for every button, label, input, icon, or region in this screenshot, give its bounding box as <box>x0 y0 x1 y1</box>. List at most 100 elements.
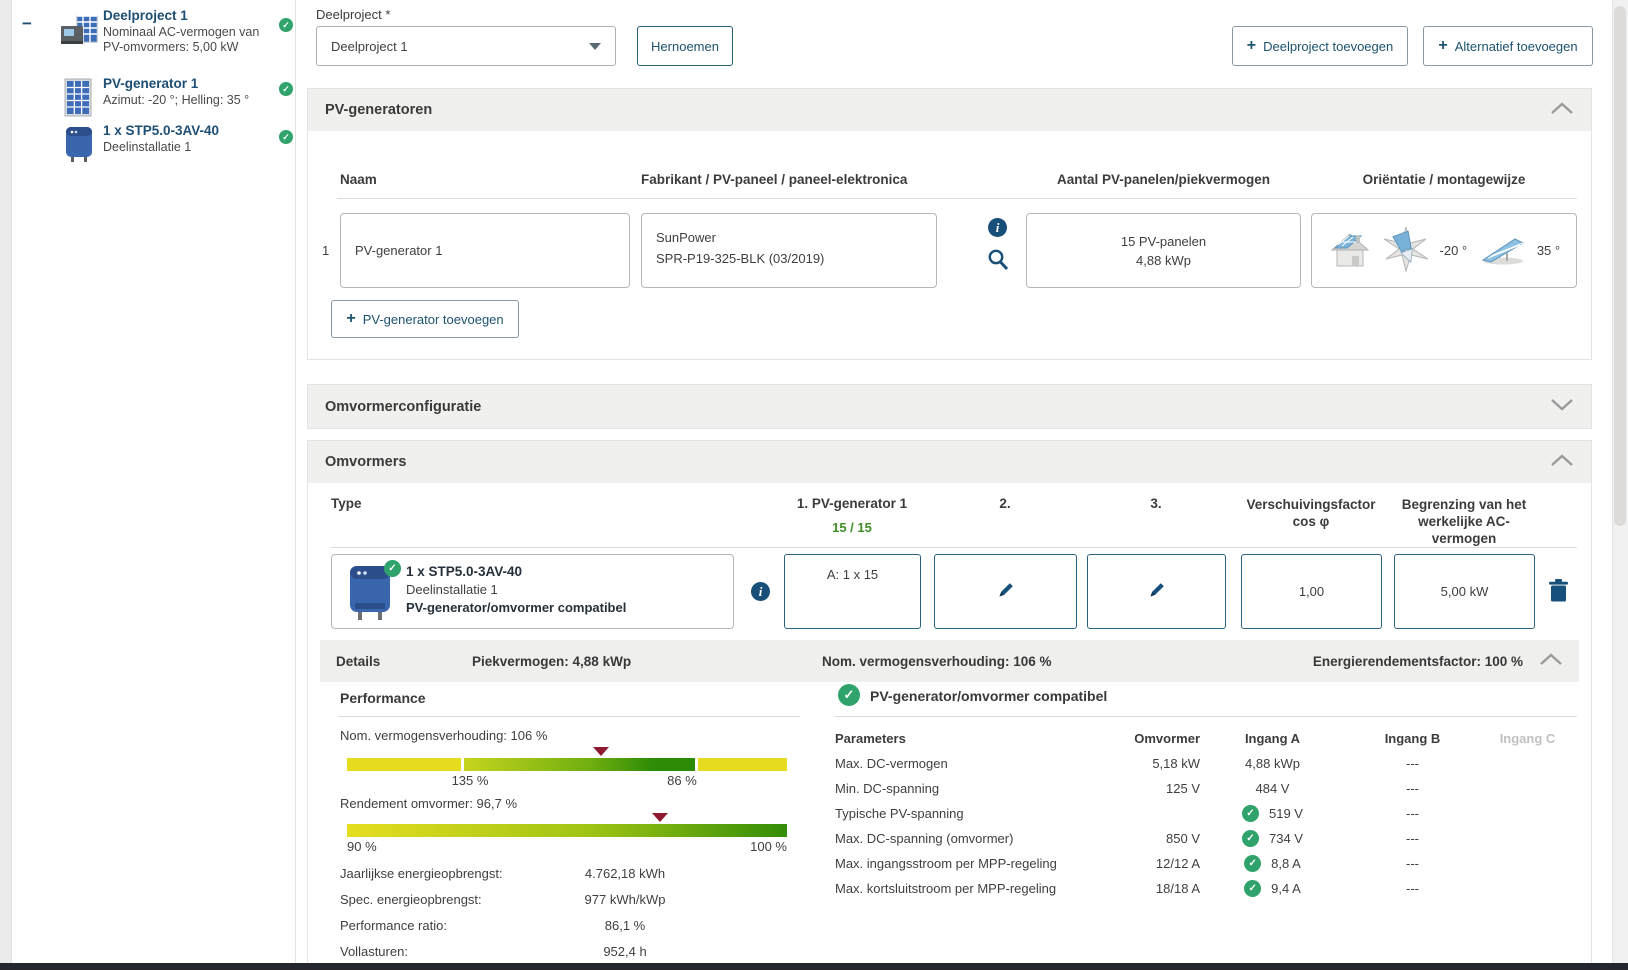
peak-power: 4,88 kWp <box>1136 252 1191 268</box>
trash-icon[interactable] <box>1548 578 1569 606</box>
sidebar-item-inverter[interactable]: 1 x STP5.0-3AV-40 Deelinstallatie 1 ✓ <box>49 123 293 162</box>
header-divider <box>337 198 1577 199</box>
inverter-type-card[interactable]: ✓ 1 x STP5.0-3AV-40 Deelinstallatie 1 PV… <box>331 554 734 629</box>
ac-limit-value: 5,00 kW <box>1440 584 1489 599</box>
tree-item-title: PV-generator 1 <box>103 76 199 91</box>
column-header-generator1: 1. PV-generator 1 <box>796 496 908 511</box>
pv-generators-section-header[interactable]: PV-generatoren <box>308 89 1591 131</box>
chevron-down-icon[interactable] <box>1550 398 1574 415</box>
performance-title: Performance <box>340 690 426 706</box>
stat-row: Vollasturen: 952,4 h <box>340 944 647 970</box>
cos-phi-box[interactable]: 1,00 <box>1241 554 1382 629</box>
pv-generator-name-input[interactable] <box>340 213 630 288</box>
stat-label: Performance ratio: <box>340 918 447 933</box>
bar-tick: 90 % <box>347 839 377 854</box>
generator2-edit-box[interactable] <box>934 554 1077 629</box>
ac-limit-box[interactable]: 5,00 kW <box>1394 554 1535 629</box>
details-label: Details <box>336 653 381 669</box>
bar-tick: 86 % <box>667 773 697 788</box>
sidebar-item-deelproject[interactable]: Deelproject 1 Nominaal AC-vermogen van P… <box>49 8 293 57</box>
tree-item-subtitle: Nominaal AC-vermogen van PV-omvormers: 5… <box>103 25 260 54</box>
column-header-type: Type <box>331 496 362 511</box>
sidebar-item-pv-generator[interactable]: PV-generator 1 Azimut: -20 °; Helling: 3… <box>49 76 293 117</box>
project-tree-sidebar: − Deelproject 1 Nominaal AC-vermogen van… <box>13 0 296 963</box>
panel-count-box[interactable]: 15 PV-panelen 4,88 kWp <box>1026 213 1301 288</box>
chevron-up-icon[interactable] <box>1550 453 1574 471</box>
module-model: SPR-P19-325-BLK (03/2019) <box>656 251 825 266</box>
inverter-config-section-header[interactable]: Omvormerconfiguratie <box>308 385 1591 428</box>
stat-label: Jaarlijkse energieopbrengst: <box>340 866 503 881</box>
info-icon[interactable]: i <box>751 582 770 601</box>
stat-row: Jaarlijkse energieopbrengst: 4.762,18 kW… <box>340 866 790 892</box>
pv-panel-icon <box>63 78 93 121</box>
stat-row: Spec. energieopbrengst: 977 kWh/kWp <box>340 892 665 918</box>
column-header-ac-limit: Begrenzing van het werkelijke AC-vermoge… <box>1401 497 1527 546</box>
stat-value: 977 kWh/kWp <box>584 892 666 907</box>
subproject-select-value: Deelproject 1 <box>331 38 408 54</box>
inverter-details-bar[interactable]: Details Piekvermogen: 4,88 kWp Nom. verm… <box>320 640 1579 682</box>
column-header-module: Fabrikant / PV-paneel / paneel-elektroni… <box>641 172 908 187</box>
generator1-assignment-count: 15 / 15 <box>832 520 872 535</box>
table-row: Max. DC-spanning (omvormer) 850 V ✓ 734 … <box>835 830 1419 847</box>
column-header-2: 2. <box>999 496 1011 511</box>
inverter-photo-icon <box>346 563 394 624</box>
section-title: PV-generatoren <box>325 102 433 118</box>
status-check-icon: ✓ <box>279 82 293 96</box>
scrollbar-thumb[interactable] <box>1614 6 1626 526</box>
compatibility-check-icon: ✓ <box>838 684 860 706</box>
generator1-string-config-box[interactable]: A: 1 x 15 <box>784 554 921 629</box>
info-icon[interactable]: i <box>988 218 1007 237</box>
bar-tick: 100 % <box>750 839 787 854</box>
plus-icon: + <box>1246 37 1257 54</box>
module-select-box[interactable]: SunPower SPR-P19-325-BLK (03/2019) <box>641 213 937 288</box>
tilt-value: 35 ° <box>1536 243 1561 258</box>
column-header-3: 3. <box>1150 496 1162 511</box>
add-pv-generator-button[interactable]: + PV-generator toevoegen <box>331 300 519 338</box>
col-inverter: Omvormer <box>1134 731 1200 746</box>
subproject-select[interactable]: Deelproject 1 <box>316 26 616 66</box>
tree-collapse-icon[interactable]: − <box>22 14 32 33</box>
details-peak-power: Piekvermogen: 4,88 kWp <box>472 653 632 669</box>
table-row: Typische PV-spanning ✓ 519 V --- <box>835 805 1419 822</box>
window-bottom-edge <box>0 963 1628 970</box>
tree-item-subtitle: Azimut: -20 °; Helling: 35 ° <box>103 93 250 107</box>
section-title: Omvormers <box>325 454 407 470</box>
col-input-a: Ingang A <box>1244 731 1301 746</box>
panel-count: 15 PV-panelen <box>1120 233 1207 249</box>
search-icon[interactable] <box>986 248 1010 275</box>
ok-check-icon: ✓ <box>1242 805 1259 822</box>
performance-divider <box>338 716 800 717</box>
col-input-b: Ingang B <box>1384 731 1441 746</box>
chevron-up-icon[interactable] <box>1550 101 1574 119</box>
rename-button[interactable]: Hernoemen <box>637 26 733 66</box>
power-ratio-bar-label: Nom. vermogensverhouding: 106 % <box>340 728 548 743</box>
module-manufacturer: SunPower <box>656 230 716 245</box>
compatibility-header-row: Parameters Omvormer Ingang A Ingang B In… <box>835 726 1577 751</box>
power-ratio-bar: 135 % 86 % <box>347 747 787 788</box>
compatibility-table: Parameters Omvormer Ingang A Ingang B In… <box>835 726 1577 901</box>
inverters-section-header[interactable]: Omvormers <box>308 441 1591 483</box>
column-header-orientation: Oriëntatie / montagewijze <box>1362 172 1526 187</box>
col-input-c: Ingang C <box>1499 731 1556 746</box>
tilt-panel-icon <box>1477 231 1527 270</box>
chevron-up-icon[interactable] <box>1539 653 1563 669</box>
generator3-edit-box[interactable] <box>1087 554 1226 629</box>
section-title: Omvormerconfiguratie <box>325 398 482 415</box>
roof-house-icon <box>1328 228 1372 273</box>
azimuth-compass-icon <box>1382 225 1430 276</box>
chevron-down-icon <box>589 42 601 50</box>
orientation-box[interactable]: -20 ° 35 ° <box>1311 213 1577 288</box>
stat-value: 86,1 % <box>604 918 646 933</box>
inverter-efficiency-bar: 90 % 100 % <box>347 813 787 854</box>
plus-icon: + <box>346 310 356 327</box>
pencil-icon <box>997 581 1015 602</box>
add-alternative-button[interactable]: + Alternatief toevoegen <box>1423 26 1593 66</box>
inverter-type-title: 1 x STP5.0-3AV-40 <box>406 564 523 579</box>
azimuth-value: -20 ° <box>1439 243 1468 258</box>
inverter-config-section: Omvormerconfiguratie <box>307 384 1592 429</box>
status-check-icon: ✓ <box>279 18 293 32</box>
ok-check-icon: ✓ <box>1244 880 1262 897</box>
system-icon <box>59 14 99 57</box>
table-row: Min. DC-spanning 125 V 484 V --- <box>835 781 1419 796</box>
add-subproject-button[interactable]: + Deelproject toevoegen <box>1232 26 1408 66</box>
